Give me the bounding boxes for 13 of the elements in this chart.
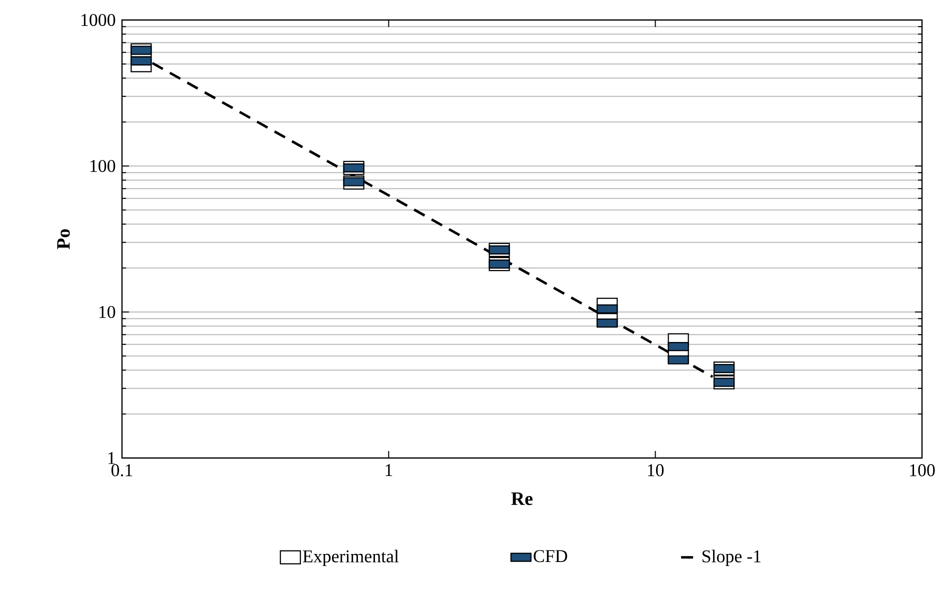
legend-label: Slope -1	[702, 550, 761, 566]
y-tick-label: 1	[108, 452, 115, 464]
y-tick-label: 100	[90, 160, 116, 172]
y-axis-title: Po	[57, 229, 70, 250]
x-tick-label: 10	[648, 464, 664, 476]
x-tick-label: 0.1	[111, 464, 132, 476]
legend-label: CFD	[534, 550, 568, 562]
x-tick-label: 1	[386, 464, 392, 476]
x-axis-title: Re	[511, 492, 533, 506]
legend-label: Experimental	[302, 550, 399, 566]
x-tick-label: 100	[910, 464, 935, 476]
y-tick-label: 10	[99, 306, 116, 318]
y-tick-label: 1000	[82, 14, 116, 26]
